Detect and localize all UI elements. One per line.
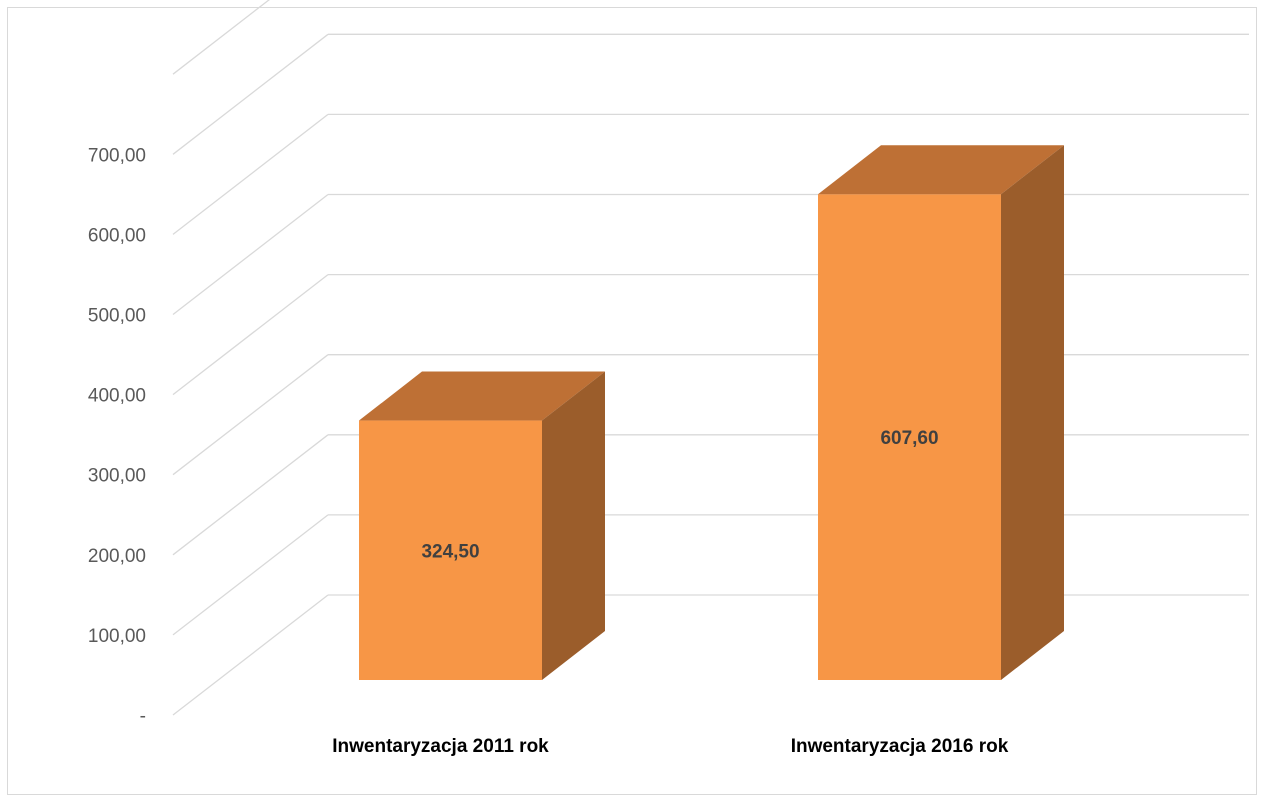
bar-top [359, 371, 605, 421]
gridline-diagonal [172, 33, 329, 155]
x-category-label: Inwentaryzacja 2011 rok [332, 736, 549, 757]
y-tick-label: 600,00 [88, 225, 146, 246]
y-tick-label: 300,00 [88, 466, 146, 487]
y-tick-label: 100,00 [88, 626, 146, 647]
y-tick-label: - [140, 706, 146, 727]
gridline-diagonal [172, 594, 329, 716]
gridline-diagonal [172, 514, 329, 636]
x-axis-category-labels: Inwentaryzacja 2011 rok Inwentaryzacja 20… [332, 736, 1008, 757]
gridline-diagonal [172, 274, 329, 396]
bar-top [818, 145, 1064, 195]
gridlines [172, 0, 1249, 716]
y-tick-label: 400,00 [88, 386, 146, 407]
gridline-diagonal [172, 193, 329, 316]
bar-front [359, 420, 542, 680]
gridline-diagonal [172, 354, 329, 476]
bars: 324,50 607,60 [359, 145, 1064, 680]
bar-side [542, 371, 605, 680]
data-label: 607,60 [880, 428, 938, 449]
y-tick-label: 200,00 [88, 546, 146, 567]
gridline-diagonal [172, 113, 329, 235]
gridline-diagonal [172, 0, 270, 75]
bar-side [1001, 145, 1064, 680]
x-category-label: Inwentaryzacja 2016 rok [791, 736, 1009, 757]
data-label: 324,50 [421, 541, 479, 562]
bar-front [818, 194, 1001, 680]
y-axis-tick-labels: - 100,00 200,00 300,00 400,00 500,00 600,00 700… [88, 145, 146, 727]
y-tick-label: 500,00 [88, 306, 146, 327]
gridline-diagonal [172, 434, 329, 556]
bar-1 [359, 371, 605, 680]
y-tick-label: 700,00 [88, 145, 146, 166]
bar-2 [818, 145, 1064, 680]
